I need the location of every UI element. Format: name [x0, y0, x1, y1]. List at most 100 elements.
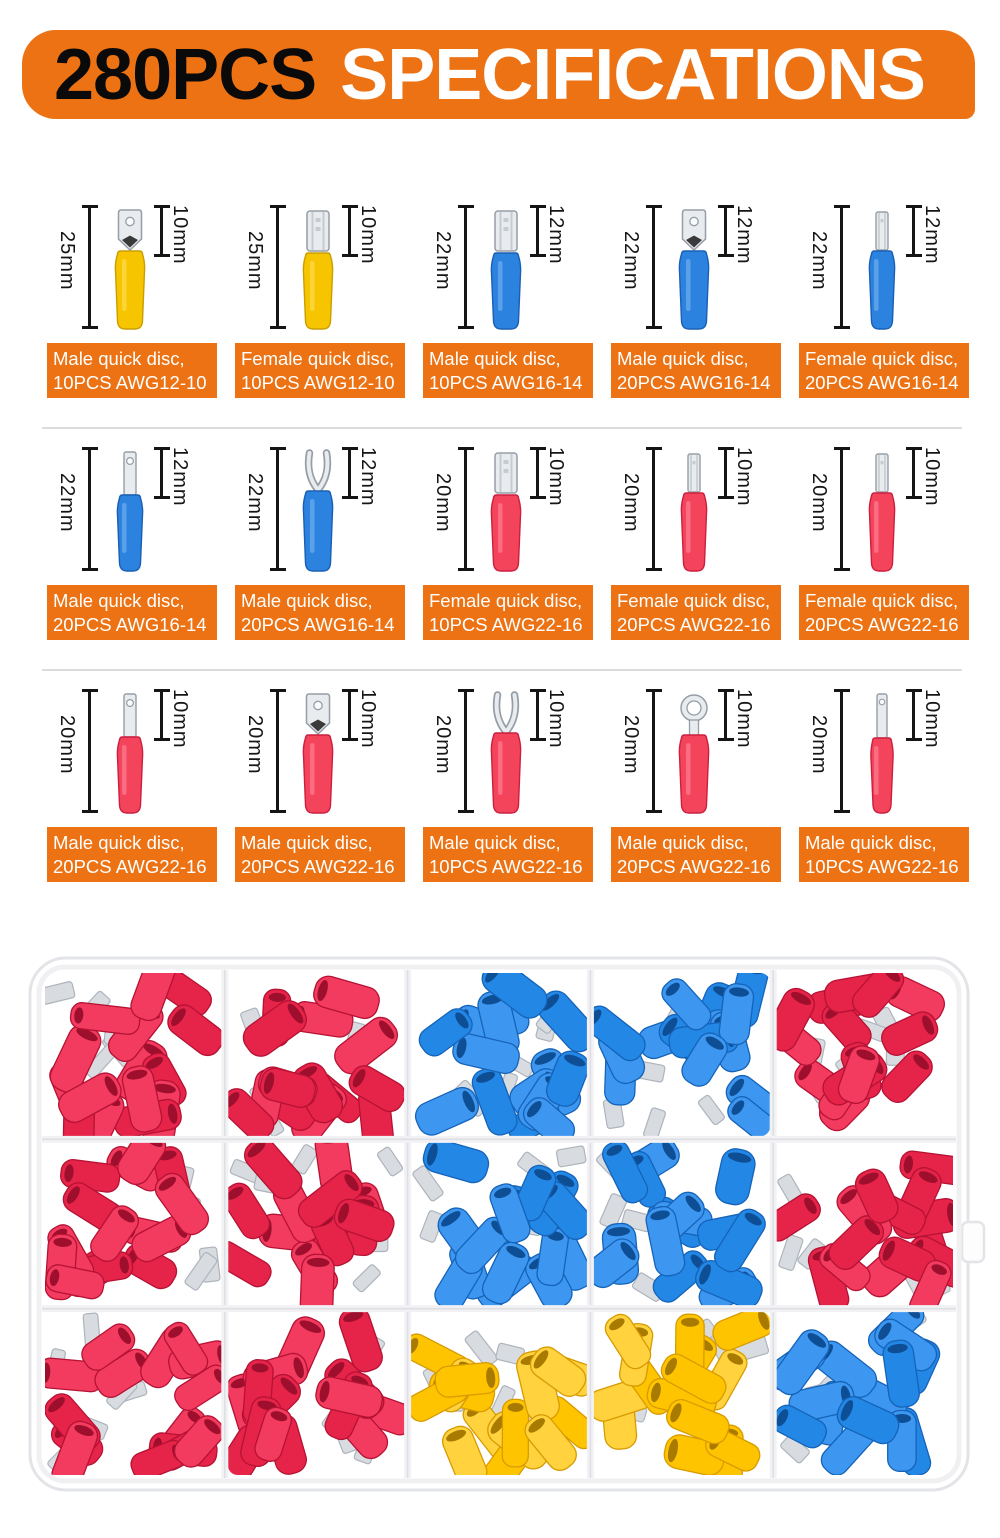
specifications-title: SPECIFICATIONS — [340, 34, 926, 115]
spec-label-line2: 20PCS AWG16-14 — [805, 371, 959, 393]
spec-cell: 20mm 10mm Male quick disc, 20PCS AWG22-1… — [47, 677, 217, 887]
spec-cell: 22mm 12mm Female quick disc, 20PCS AWG16… — [799, 193, 969, 403]
spec-label-line2: 10PCS AWG22-16 — [429, 855, 583, 877]
tip-length-dimension: 10mm — [733, 447, 755, 507]
spec-label-line1: Female quick disc, — [429, 590, 583, 611]
total-dimension-line — [457, 447, 474, 571]
spec-label-line1: Female quick disc, — [805, 590, 959, 611]
tip-dimension-line — [529, 447, 546, 499]
tip-dimension-line — [717, 447, 734, 499]
spec-label-line2: 10PCS AWG12-10 — [241, 371, 395, 393]
spec-label-line1: Male quick disc, — [617, 832, 749, 853]
total-length-dimension: 20mm — [244, 715, 266, 775]
total-length-dimension: 22mm — [56, 473, 78, 533]
connector-figure: 22mm 12mm — [235, 435, 405, 585]
connector-illustration — [288, 205, 348, 331]
connector-illustration — [852, 205, 912, 331]
total-length-dimension: 20mm — [808, 715, 830, 775]
connector-figure: 22mm 12mm — [611, 193, 781, 343]
connector-illustration — [664, 689, 724, 815]
tip-dimension-line — [529, 205, 546, 257]
spec-label-line1: Female quick disc, — [805, 348, 959, 369]
total-length-dimension: 22mm — [244, 473, 266, 533]
tip-length-dimension: 12mm — [357, 447, 379, 507]
spec-cell: 20mm 10mm Male quick disc, 10PCS AWG22-1… — [423, 677, 593, 887]
spec-cell: 20mm 10mm Male quick disc, 20PCS AWG22-1… — [235, 677, 405, 887]
spec-label-line2: 10PCS AWG16-14 — [429, 371, 583, 393]
spec-label: Female quick disc, 20PCS AWG22-16 — [799, 585, 969, 640]
tip-length-dimension: 10mm — [169, 205, 191, 265]
specifications-banner: 280PCS SPECIFICATIONS — [22, 30, 975, 119]
spec-label-line2: 20PCS AWG22-16 — [805, 613, 959, 635]
tip-dimension-line — [341, 689, 358, 741]
total-dimension-line — [645, 689, 662, 813]
connector-figure: 22mm 12mm — [423, 193, 593, 343]
connector-figure: 20mm 10mm — [423, 677, 593, 827]
connector-illustration — [852, 447, 912, 573]
spec-label-line1: Female quick disc, — [617, 590, 771, 611]
total-length-dimension: 20mm — [620, 715, 642, 775]
spec-cell: 25mm 10mm Male quick disc, 10PCS AWG12-1… — [47, 193, 217, 403]
spec-label-line2: 10PCS AWG12-10 — [53, 371, 207, 393]
tip-dimension-line — [153, 447, 170, 499]
tip-length-dimension: 12mm — [921, 205, 943, 265]
total-length-dimension: 22mm — [808, 231, 830, 291]
spec-label-line2: 20PCS AWG22-16 — [617, 613, 771, 635]
spec-cell: 22mm 12mm Male quick disc, 20PCS AWG16-1… — [611, 193, 781, 403]
connector-figure: 20mm 10mm — [611, 435, 781, 585]
total-length-dimension: 20mm — [620, 473, 642, 533]
connector-figure: 20mm 10mm — [799, 435, 969, 585]
total-dimension-line — [81, 205, 98, 329]
tip-length-dimension: 10mm — [921, 447, 943, 507]
total-length-dimension: 22mm — [620, 231, 642, 291]
connector-illustration — [288, 689, 348, 815]
spec-label-line1: Male quick disc, — [241, 832, 373, 853]
total-dimension-line — [269, 689, 286, 813]
total-dimension-line — [269, 447, 286, 571]
spec-label-line2: 20PCS AWG22-16 — [53, 855, 207, 877]
tip-dimension-line — [905, 205, 922, 257]
spec-label: Female quick disc, 20PCS AWG16-14 — [799, 343, 969, 398]
spec-label: Male quick disc, 20PCS AWG16-14 — [47, 585, 217, 640]
total-dimension-line — [833, 689, 850, 813]
spec-label-line2: 20PCS AWG22-16 — [617, 855, 771, 877]
connector-illustration — [100, 689, 160, 815]
total-dimension-line — [81, 689, 98, 813]
total-length-dimension: 20mm — [432, 715, 454, 775]
connector-illustration — [288, 447, 348, 573]
piece-count-label: 280PCS — [54, 34, 317, 115]
total-dimension-line — [645, 205, 662, 329]
connector-illustration — [476, 205, 536, 331]
connector-figure: 20mm 10mm — [47, 677, 217, 827]
tip-length-dimension: 10mm — [545, 689, 567, 749]
spec-label: Male quick disc, 10PCS AWG22-16 — [423, 827, 593, 882]
spec-cell: 20mm 10mm Male quick disc, 10PCS AWG22-1… — [799, 677, 969, 887]
tip-dimension-line — [717, 205, 734, 257]
tip-dimension-line — [153, 205, 170, 257]
tip-length-dimension: 12mm — [545, 205, 567, 265]
total-length-dimension: 25mm — [244, 231, 266, 291]
spec-cell: 20mm 10mm Female quick disc, 20PCS AWG22… — [799, 435, 969, 645]
spec-label-line1: Male quick disc, — [429, 348, 561, 369]
connector-illustration — [100, 205, 160, 331]
tip-length-dimension: 12mm — [169, 447, 191, 507]
spec-cell: 20mm 10mm Male quick disc, 20PCS AWG22-1… — [611, 677, 781, 887]
section-divider — [42, 669, 962, 671]
spec-label: Male quick disc, 20PCS AWG22-16 — [611, 827, 781, 882]
connector-illustration — [664, 205, 724, 331]
spec-label-line2: 20PCS AWG16-14 — [241, 613, 395, 635]
tip-length-dimension: 10mm — [545, 447, 567, 507]
connector-illustration — [852, 689, 912, 815]
total-dimension-line — [457, 689, 474, 813]
spec-label-line2: 10PCS AWG22-16 — [805, 855, 959, 877]
tip-length-dimension: 10mm — [357, 689, 379, 749]
connector-figure: 22mm 12mm — [47, 435, 217, 585]
connector-illustration — [476, 689, 536, 815]
tip-length-dimension: 12mm — [733, 205, 755, 265]
connector-figure: 20mm 10mm — [235, 677, 405, 827]
spec-cell: 20mm 10mm Female quick disc, 10PCS AWG22… — [423, 435, 593, 645]
spec-label: Male quick disc, 20PCS AWG16-14 — [611, 343, 781, 398]
spec-label-line2: 20PCS AWG22-16 — [241, 855, 395, 877]
connector-figure: 25mm 10mm — [235, 193, 405, 343]
